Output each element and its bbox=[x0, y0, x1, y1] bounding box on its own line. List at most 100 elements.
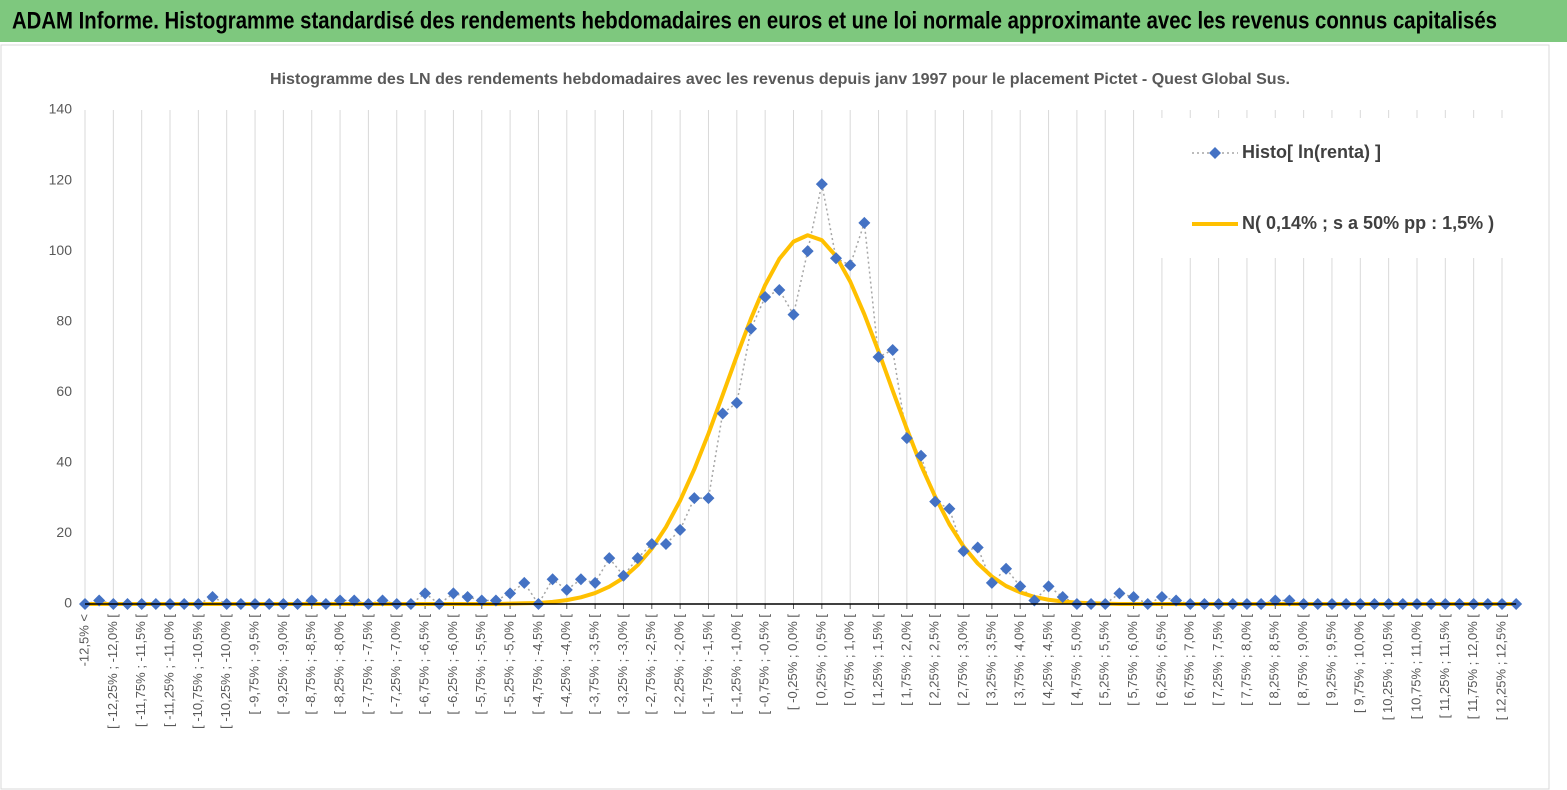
point bbox=[1113, 587, 1126, 600]
x-tick-label: [ -8,75% ; -8,5% [ bbox=[303, 614, 318, 715]
x-tick-label: [ -10,75% ; -10,5% [ bbox=[190, 614, 205, 729]
point bbox=[886, 343, 899, 356]
y-tick-label: 140 bbox=[49, 101, 73, 117]
y-tick-label: 20 bbox=[56, 524, 72, 540]
y-tick-label: 120 bbox=[49, 171, 73, 187]
x-tick-label: [ 3,75% ; 4,0% [ bbox=[1012, 614, 1027, 706]
point bbox=[546, 573, 559, 586]
x-tick-label: [ -9,25% ; -9,0% [ bbox=[275, 614, 290, 715]
point bbox=[659, 538, 672, 551]
x-tick-label: [ 0,75% ; 1,0% [ bbox=[842, 614, 857, 706]
point bbox=[1056, 590, 1069, 603]
point bbox=[915, 449, 928, 462]
point bbox=[971, 541, 984, 554]
point bbox=[929, 495, 942, 508]
x-tick-label: [ -8,25% ; -8,0% [ bbox=[331, 614, 346, 715]
point bbox=[844, 259, 857, 272]
x-tick-label: [ 2,75% ; 3,0% [ bbox=[955, 614, 970, 706]
x-tick-label: [ 5,25% ; 5,5% [ bbox=[1097, 614, 1112, 706]
x-tick-label: [ -1,25% ; -1,0% [ bbox=[728, 614, 743, 715]
x-tick-label: [ -6,25% ; -6,0% [ bbox=[445, 614, 460, 715]
x-tick-label: [ 3,25% ; 3,5% [ bbox=[983, 614, 998, 706]
point bbox=[730, 396, 743, 409]
x-tick-label: [ 8,75% ; 9,0% [ bbox=[1295, 614, 1310, 706]
legend-label: Histo[ ln(renta) ] bbox=[1242, 142, 1381, 162]
x-tick-label: [ -6,75% ; -6,5% [ bbox=[417, 614, 432, 715]
x-tick-label: [ 8,25% ; 8,5% [ bbox=[1267, 614, 1282, 706]
point bbox=[830, 252, 843, 265]
x-tick-label: [ 5,75% ; 6,0% [ bbox=[1125, 614, 1140, 706]
series-line bbox=[85, 233, 1517, 606]
page-title: ADAM Informe. Histogramme standardisé de… bbox=[12, 7, 1497, 34]
x-tick-label: [ -10,25% ; -10,0% [ bbox=[218, 614, 233, 729]
grid bbox=[84, 110, 1503, 609]
point bbox=[1042, 580, 1055, 593]
point bbox=[872, 351, 885, 363]
x-tick-label: [ 4,75% ; 5,0% [ bbox=[1068, 614, 1083, 706]
point bbox=[815, 178, 828, 191]
x-tick-label: [ -5,25% ; -5,0% [ bbox=[502, 614, 517, 715]
legend-box bbox=[1160, 118, 1515, 258]
x-tick-label: [ -9,75% ; -9,5% [ bbox=[246, 614, 261, 715]
point bbox=[957, 545, 970, 558]
x-tick-label: [ 11,75% ; 12,0% [ bbox=[1465, 614, 1480, 720]
legend-label: N( 0,14% ; s a 50% pp : 1,5% ) bbox=[1242, 213, 1494, 233]
x-tick-label: [ 2,25% ; 2,5% [ bbox=[927, 614, 942, 706]
x-tick-label: [ -2,75% ; -2,5% [ bbox=[643, 614, 658, 715]
x-tick-label: [ -0,25% ; 0,0% [ bbox=[785, 614, 800, 710]
point bbox=[447, 587, 460, 600]
x-tick-label: [ 10,25% ; 10,5% [ bbox=[1380, 614, 1395, 721]
point bbox=[985, 576, 998, 589]
point bbox=[461, 590, 474, 603]
point bbox=[419, 587, 432, 600]
point bbox=[759, 291, 772, 304]
point bbox=[631, 552, 644, 565]
point bbox=[206, 590, 219, 603]
point bbox=[688, 492, 701, 505]
chart-title: Histogramme des LN des rendements hebdom… bbox=[270, 71, 1290, 88]
x-tick-label: [ 10,75% ; 11,0% [ bbox=[1408, 614, 1423, 720]
x-tick-label: [ 7,25% ; 7,5% [ bbox=[1210, 614, 1225, 706]
y-tick-label: 0 bbox=[64, 595, 72, 611]
x-tick-label: [ -0,75% ; -0,5% [ bbox=[757, 614, 772, 715]
point bbox=[900, 432, 913, 445]
x-tick-label: [ 6,75% ; 7,0% [ bbox=[1182, 614, 1197, 706]
x-tick-label: [ 0,25% ; 0,5% [ bbox=[813, 614, 828, 706]
point bbox=[674, 523, 687, 536]
x-tick-label: [ 9,75% ; 10,0% [ bbox=[1352, 614, 1367, 713]
point bbox=[645, 538, 658, 551]
point bbox=[560, 583, 573, 596]
point bbox=[716, 407, 729, 420]
point bbox=[1155, 590, 1168, 603]
point bbox=[1127, 590, 1140, 603]
y-tick-label: 60 bbox=[56, 383, 72, 399]
point bbox=[943, 502, 956, 515]
x-tick-label: [ 1,75% ; 2,0% [ bbox=[898, 614, 913, 706]
x-tick-label: [ -1,75% ; -1,5% [ bbox=[700, 614, 715, 715]
point bbox=[574, 573, 587, 586]
point bbox=[1014, 580, 1027, 593]
legend-marker bbox=[1209, 147, 1221, 159]
x-tick-label: [ -2,25% ; -2,0% [ bbox=[672, 614, 687, 715]
point bbox=[858, 216, 871, 229]
y-tick-label: 80 bbox=[56, 312, 72, 328]
point bbox=[744, 322, 757, 335]
x-tick-label: [ -12,25% ; -12,0% [ bbox=[105, 614, 120, 729]
x-tick-label: [ -4,75% ; -4,5% [ bbox=[530, 614, 545, 715]
x-tick-label: [ -7,75% ; -7,5% [ bbox=[360, 614, 375, 715]
point bbox=[787, 308, 800, 321]
x-tick-label: [ 11,25% ; 11,5% [ bbox=[1437, 614, 1452, 719]
header-bar bbox=[0, 0, 1567, 42]
point bbox=[504, 587, 517, 600]
point bbox=[801, 245, 814, 258]
point bbox=[603, 552, 616, 565]
chart-frame bbox=[0, 44, 1550, 790]
x-tick-label: -12,5% < bbox=[76, 614, 91, 666]
x-tick-label: [ 6,25% ; 6,5% [ bbox=[1153, 614, 1168, 706]
point bbox=[518, 576, 531, 589]
x-tick-label: [ -7,25% ; -7,0% [ bbox=[388, 614, 403, 715]
x-tick-label: [ 9,25% ; 9,5% [ bbox=[1323, 614, 1338, 706]
x-tick-label: [ -3,75% ; -3,5% [ bbox=[587, 614, 602, 715]
point bbox=[589, 576, 602, 589]
